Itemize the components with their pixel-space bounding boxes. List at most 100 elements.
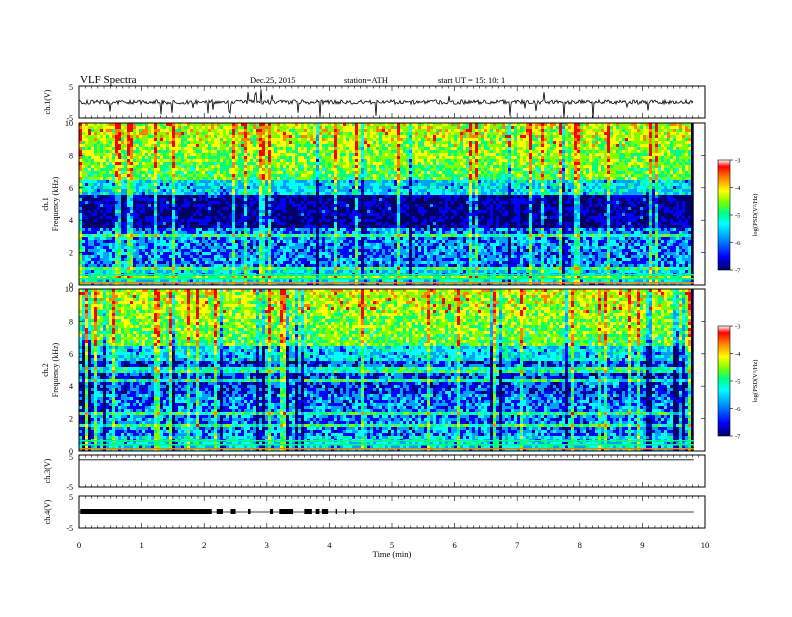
spectrogram-cell <box>598 156 601 159</box>
spectrogram-cell <box>601 159 604 162</box>
spectrogram-cell <box>631 189 634 192</box>
spectrogram-cell <box>640 156 643 159</box>
spectrogram-cell <box>613 162 616 165</box>
spectrogram-cell <box>214 132 217 135</box>
spectrogram-cell <box>259 144 262 147</box>
spectrogram-cell <box>415 159 418 162</box>
spectrogram-cell <box>484 141 487 144</box>
spectrogram-cell <box>247 138 250 141</box>
spectrogram-cell <box>415 168 418 171</box>
spectrogram-cell <box>133 132 136 135</box>
spectrogram-cell <box>250 153 253 156</box>
spectrogram-cell <box>661 162 664 165</box>
spectrogram-cell <box>112 141 115 144</box>
spectrogram-cell <box>400 144 403 147</box>
spectrogram-cell <box>421 180 424 183</box>
spectrogram-cell <box>106 132 109 135</box>
spectrogram-cell <box>232 144 235 147</box>
spectrogram-cell <box>442 156 445 159</box>
spectrogram-cell <box>646 129 649 132</box>
spectrogram-cell <box>181 189 184 192</box>
spectrogram-cell <box>544 171 547 174</box>
spectrogram-cell <box>322 147 325 150</box>
spectrogram-cell <box>166 180 169 183</box>
spectrogram-cell <box>355 183 358 186</box>
spectrogram-cell <box>442 168 445 171</box>
spectrogram-cell <box>508 186 511 189</box>
spectrogram-cell <box>136 159 139 162</box>
spectrogram-cell <box>232 150 235 153</box>
spectrogram-cell <box>298 150 301 153</box>
spectrogram-cell <box>157 168 160 171</box>
spectrogram-cell <box>661 171 664 174</box>
spectrogram-cell <box>529 162 532 165</box>
spectrogram-cell <box>454 186 457 189</box>
spectrogram-cell <box>493 132 496 135</box>
spectrogram-cell <box>229 174 232 177</box>
spectrogram-cell <box>472 159 475 162</box>
spectrogram-cell <box>562 159 565 162</box>
spectrogram-cell <box>646 132 649 135</box>
spectrogram-cell <box>220 135 223 138</box>
spectrogram-cell <box>271 129 274 132</box>
spectrogram-cell <box>187 192 190 195</box>
spectrogram-cell <box>379 174 382 177</box>
spectrogram-cell <box>229 138 232 141</box>
spectrogram-cell <box>580 153 583 156</box>
spectrogram-cell <box>301 141 304 144</box>
spectrogram-cell <box>580 174 583 177</box>
spectrogram-cell <box>580 135 583 138</box>
spectrogram-cell <box>505 126 508 129</box>
spectrogram-cell <box>211 192 214 195</box>
spectrogram-cell <box>382 165 385 168</box>
spectrogram-cell <box>160 192 163 195</box>
spectrogram-cell <box>382 168 385 171</box>
spectrogram-cell <box>328 171 331 174</box>
spectrogram-cell <box>421 153 424 156</box>
spectrogram-cell <box>232 162 235 165</box>
spectrogram-cell <box>256 165 259 168</box>
spectrogram-cell <box>175 141 178 144</box>
spectrogram-cell <box>544 132 547 135</box>
spectrogram-cell <box>454 156 457 159</box>
spectrogram-cell <box>139 138 142 141</box>
spectrogram-cell <box>412 183 415 186</box>
spectrogram-cell <box>409 126 412 129</box>
spectrogram-cell <box>616 141 619 144</box>
spectrogram-cell <box>94 159 97 162</box>
spectrogram-cell <box>433 159 436 162</box>
spectrogram-cell <box>577 126 580 129</box>
spectrogram-cell <box>427 141 430 144</box>
spectrogram-cell <box>469 171 472 174</box>
spectrogram-cell <box>682 189 685 192</box>
spectrogram-cell <box>481 132 484 135</box>
spectrogram-cell <box>676 165 679 168</box>
spectrogram-cell <box>517 132 520 135</box>
spectrogram-cell <box>394 153 397 156</box>
spectrogram-cell <box>187 147 190 150</box>
spectrogram-cell <box>679 162 682 165</box>
spectrogram-cell <box>220 129 223 132</box>
spectrogram-cell <box>184 126 187 129</box>
spectrogram-cell <box>547 186 550 189</box>
spectrogram-cell <box>652 147 655 150</box>
spectrogram-cell <box>667 180 670 183</box>
spectrogram-cell <box>412 162 415 165</box>
spectrogram-cell <box>541 141 544 144</box>
spectrogram-cell <box>262 183 265 186</box>
spectrogram-cell <box>316 183 319 186</box>
spectrogram-cell <box>448 150 451 153</box>
spectrogram-cell <box>523 141 526 144</box>
spectrogram-cell <box>508 135 511 138</box>
spectrogram-cell <box>277 126 280 129</box>
spectrogram-cell <box>535 180 538 183</box>
spectrogram-cell <box>598 180 601 183</box>
spectrogram-cell <box>685 126 688 129</box>
spectrogram-cell <box>652 150 655 153</box>
spectrogram-cell <box>157 135 160 138</box>
spectrogram-cell <box>310 189 313 192</box>
spectrogram-cell <box>484 153 487 156</box>
spectrogram-cell <box>646 126 649 129</box>
spectrogram-cell <box>652 126 655 129</box>
spectrogram-cell <box>370 147 373 150</box>
